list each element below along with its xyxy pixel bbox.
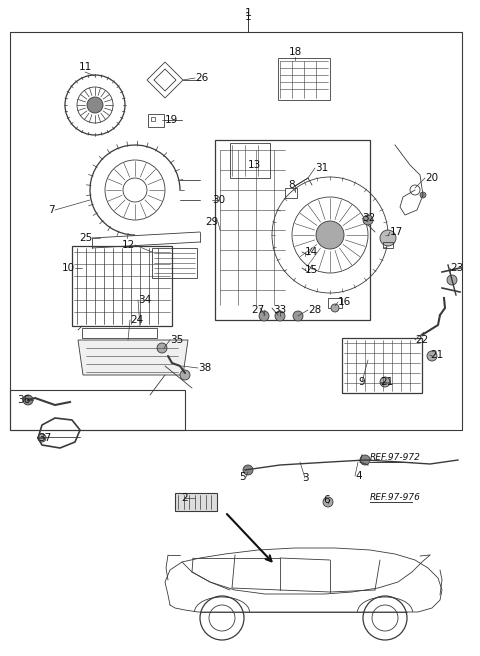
Bar — [82, 328, 157, 338]
Text: 27: 27 — [252, 305, 265, 315]
Bar — [328, 298, 342, 308]
Text: 35: 35 — [170, 335, 183, 345]
Circle shape — [360, 455, 370, 465]
Bar — [152, 248, 197, 278]
Text: 25: 25 — [79, 233, 92, 243]
Bar — [285, 188, 297, 198]
Text: 1: 1 — [245, 12, 252, 22]
Circle shape — [87, 97, 103, 113]
Text: 29: 29 — [205, 217, 218, 227]
Circle shape — [380, 230, 396, 246]
Circle shape — [259, 311, 269, 321]
Text: 5: 5 — [240, 472, 246, 482]
Bar — [342, 338, 422, 393]
Text: 9: 9 — [359, 377, 365, 387]
Text: 13: 13 — [248, 160, 261, 170]
Bar — [148, 114, 164, 127]
Text: 10: 10 — [62, 263, 75, 273]
Text: 38: 38 — [198, 363, 211, 373]
Text: 37: 37 — [38, 433, 52, 443]
Text: 4: 4 — [355, 471, 361, 481]
Bar — [151, 117, 155, 121]
Text: 31: 31 — [315, 163, 328, 173]
Text: 1: 1 — [244, 8, 252, 18]
Circle shape — [243, 465, 253, 475]
Text: 15: 15 — [305, 265, 318, 275]
Text: 2: 2 — [182, 493, 188, 503]
Text: 30: 30 — [212, 195, 225, 205]
Text: 6: 6 — [324, 495, 330, 505]
Text: 28: 28 — [308, 305, 321, 315]
Text: 24: 24 — [130, 315, 143, 325]
Text: 18: 18 — [288, 47, 301, 57]
Circle shape — [316, 221, 344, 249]
Circle shape — [23, 395, 33, 405]
Bar — [72, 246, 172, 326]
Circle shape — [331, 304, 339, 312]
Text: 26: 26 — [195, 73, 208, 83]
Text: 33: 33 — [274, 305, 287, 315]
Text: 8: 8 — [288, 180, 295, 190]
Text: REF.97-972: REF.97-972 — [370, 453, 421, 462]
Bar — [230, 143, 270, 178]
Circle shape — [447, 275, 457, 285]
Text: 14: 14 — [305, 247, 318, 257]
Text: 11: 11 — [78, 62, 92, 72]
Bar — [175, 493, 217, 511]
Text: 19: 19 — [165, 115, 178, 125]
Circle shape — [380, 377, 390, 387]
Polygon shape — [78, 340, 188, 375]
Bar — [278, 58, 330, 100]
Text: 16: 16 — [338, 297, 351, 307]
Circle shape — [427, 351, 437, 361]
Circle shape — [363, 215, 373, 225]
Text: 7: 7 — [48, 205, 55, 215]
Text: 17: 17 — [390, 227, 403, 237]
Circle shape — [420, 192, 426, 198]
Circle shape — [275, 311, 285, 321]
Text: 3: 3 — [302, 473, 308, 483]
Text: 36: 36 — [17, 395, 30, 405]
Bar — [215, 140, 370, 320]
Text: 23: 23 — [450, 263, 463, 273]
Circle shape — [157, 343, 167, 353]
Text: 22: 22 — [415, 335, 428, 345]
Text: 21: 21 — [430, 350, 443, 360]
Circle shape — [293, 311, 303, 321]
Text: 32: 32 — [362, 213, 375, 223]
Text: REF.97-976: REF.97-976 — [370, 493, 421, 502]
Circle shape — [323, 497, 333, 507]
Text: 20: 20 — [425, 173, 438, 183]
Text: 21: 21 — [380, 377, 393, 387]
Text: 12: 12 — [122, 240, 135, 250]
Circle shape — [38, 434, 46, 442]
Circle shape — [180, 370, 190, 380]
Bar — [383, 242, 393, 248]
Text: 34: 34 — [138, 295, 151, 305]
